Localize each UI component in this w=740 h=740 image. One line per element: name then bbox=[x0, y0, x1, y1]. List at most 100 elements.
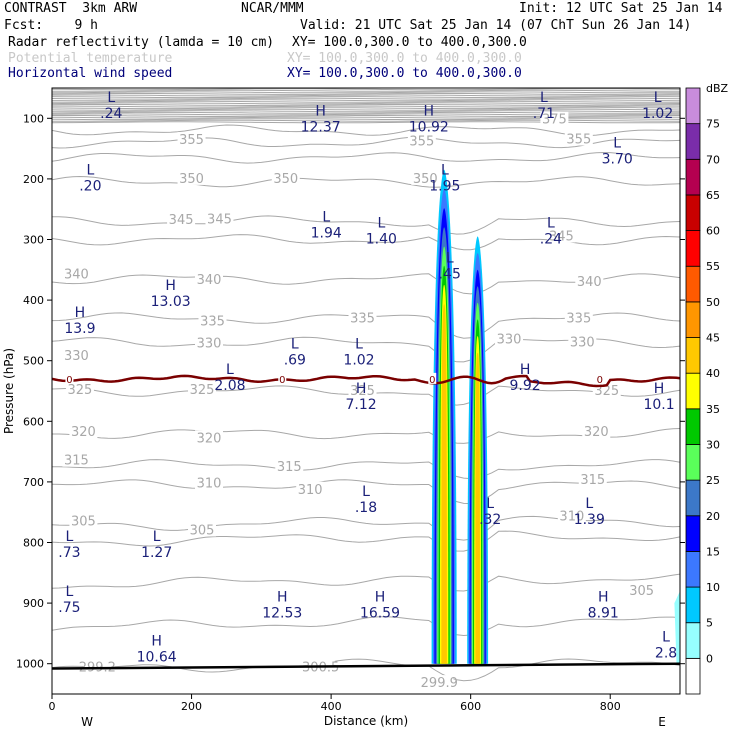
theta-label-bg bbox=[407, 133, 436, 148]
theta-label: 330 bbox=[64, 349, 89, 364]
theta-label-bg bbox=[296, 481, 325, 496]
theta-label: 335 bbox=[350, 311, 375, 326]
wind-extremum-value: .75 bbox=[58, 600, 80, 616]
theta-line bbox=[52, 121, 680, 124]
center-title: NCAR/MMM bbox=[241, 1, 304, 16]
theta-label-bg bbox=[195, 335, 223, 350]
theta-line bbox=[52, 105, 680, 108]
theta-label: 355 bbox=[409, 134, 434, 149]
pv-label-bg bbox=[428, 372, 437, 384]
theta-line bbox=[52, 658, 680, 682]
forecast-hour: Fcst: 9 h bbox=[4, 18, 98, 33]
theta-line bbox=[52, 102, 680, 105]
theta-line bbox=[52, 113, 680, 116]
wind-extrema: L.24L.71L1.02H12.37H10.92L3.70L.20L1.95L… bbox=[58, 90, 677, 666]
colorbar-label: 10 bbox=[706, 581, 720, 594]
theta-label: 355 bbox=[179, 133, 204, 148]
colorbar-label: 25 bbox=[706, 474, 720, 487]
theta-line bbox=[52, 97, 680, 100]
theta-label-bg bbox=[348, 383, 377, 397]
theta-label-bg bbox=[568, 334, 597, 349]
wind-extremum-value: 8.91 bbox=[588, 605, 619, 621]
wind-extremum-value: 1.94 bbox=[311, 225, 342, 241]
colorbar-swatch bbox=[685, 479, 701, 517]
theta-line bbox=[52, 616, 680, 637]
y-tick-label: 500 bbox=[23, 355, 44, 368]
theta-label: 315 bbox=[277, 460, 302, 475]
theta-label-bg bbox=[271, 170, 300, 185]
wind-extremum-letter: L bbox=[486, 496, 494, 512]
plot-area: 375 355 355 355 350 350 350 345 345 345 340 340 340 3… bbox=[52, 88, 680, 691]
x-tick-label: 800 bbox=[600, 700, 621, 713]
theta-label: 335 bbox=[566, 311, 591, 326]
wind-extremum-letter: L bbox=[613, 135, 621, 151]
valid-time: Valid: 21 UTC Sat 25 Jan 14 (07 ChT Sun … bbox=[300, 18, 692, 33]
colorbar-label: 45 bbox=[706, 332, 720, 345]
theta-label-bg bbox=[198, 313, 227, 328]
reflectivity-edge-echo bbox=[674, 590, 680, 664]
theta-label-bg bbox=[188, 381, 217, 396]
theta-label-bg bbox=[69, 513, 98, 528]
wind-extremum-value: 9.92 bbox=[510, 378, 541, 394]
y-tick-label: 200 bbox=[23, 173, 44, 186]
theta-label-bg bbox=[65, 381, 94, 396]
theta-label-bg bbox=[62, 266, 91, 281]
wind-extremum-letter: L bbox=[107, 90, 115, 106]
wind-extremum-letter: L bbox=[226, 362, 234, 378]
theta-label-bg bbox=[411, 170, 440, 185]
wind-extremum-value: 10.92 bbox=[409, 119, 449, 135]
theta-line bbox=[52, 100, 680, 103]
theta-label-bg bbox=[195, 430, 223, 445]
theta-label-bg bbox=[167, 212, 196, 227]
theta-label: 320 bbox=[71, 425, 96, 440]
plot-frame bbox=[51, 87, 681, 695]
wind-extremum-value: 12.37 bbox=[301, 119, 341, 135]
colorbar-unit: dBZ bbox=[706, 82, 729, 95]
colorbar-swatch bbox=[685, 551, 701, 588]
reflectivity-contour bbox=[441, 304, 447, 664]
theta-line bbox=[52, 118, 680, 121]
colorbar-swatch bbox=[685, 87, 701, 125]
theta-contours: 375 355 355 355 350 350 350 345 345 345 340 340 340 3… bbox=[52, 88, 680, 691]
theta-label: 310 bbox=[197, 477, 222, 492]
colorbar-swatch bbox=[685, 301, 701, 338]
wind-extremum-value: 1.39 bbox=[574, 512, 605, 528]
theta-label-bg bbox=[188, 522, 217, 537]
colorbar-label: 15 bbox=[706, 545, 720, 558]
y-tick-label: 400 bbox=[23, 294, 44, 307]
theta-label-bg bbox=[195, 475, 223, 490]
colorbar-label: 50 bbox=[706, 296, 720, 309]
theta-label: 310 bbox=[559, 509, 584, 524]
theta-label-bg bbox=[627, 582, 656, 597]
y-tick-label: 800 bbox=[23, 537, 44, 550]
y-tick-label: 300 bbox=[23, 234, 44, 247]
colorbar-swatch bbox=[685, 158, 701, 196]
theta-label: 299.9 bbox=[421, 676, 458, 691]
theta-label-bg bbox=[83, 659, 112, 674]
wind-extremum-letter: H bbox=[598, 589, 609, 605]
colorbar-swatch bbox=[685, 586, 701, 624]
theta-label: 355 bbox=[566, 133, 591, 148]
theta-label-bg bbox=[557, 508, 586, 523]
colorbar-swatch bbox=[685, 230, 701, 267]
x-tick-label: 400 bbox=[321, 700, 342, 713]
theta-label-bg bbox=[547, 228, 576, 243]
theta-label: 345 bbox=[207, 213, 232, 228]
theta-line bbox=[52, 215, 680, 235]
theta-label: 340 bbox=[577, 275, 602, 290]
wind-extremum-letter: H bbox=[151, 634, 162, 650]
theta-line bbox=[52, 107, 680, 110]
x-tick-label: 200 bbox=[181, 700, 202, 713]
theta-line bbox=[52, 99, 680, 102]
theta-label-bg bbox=[564, 310, 593, 325]
theta-line bbox=[52, 115, 680, 117]
wind-extremum-letter: L bbox=[441, 163, 449, 179]
colorbar-label: 0 bbox=[706, 652, 713, 665]
theta-label: 345 bbox=[169, 213, 194, 228]
pv-zero-contour bbox=[52, 374, 680, 388]
theta-line bbox=[52, 459, 680, 480]
field-1-label: Radar reflectivity (lamda = 10 cm) bbox=[8, 35, 275, 50]
wind-extremum-letter: L bbox=[86, 163, 94, 179]
theta-label: 350 bbox=[413, 172, 438, 187]
wind-extremum-letter: L bbox=[377, 215, 385, 231]
